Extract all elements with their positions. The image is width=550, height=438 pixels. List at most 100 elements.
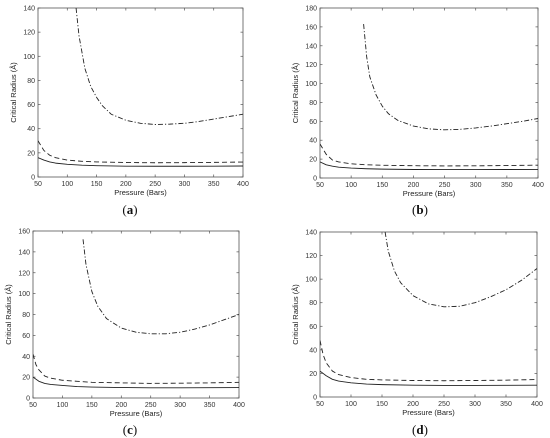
series-line-solid: [320, 370, 537, 386]
y-tick-label: 140: [18, 249, 30, 256]
x-tick-label: 50: [29, 402, 37, 409]
x-tick-label: 350: [208, 181, 220, 188]
y-tick-label: 0: [26, 396, 30, 403]
x-tick-label: 300: [470, 182, 482, 189]
y-tick-label: 0: [31, 175, 35, 182]
x-tick-label: 100: [61, 181, 73, 188]
plot-area-frame: [319, 231, 538, 398]
y-axis-label: Critical Radius (Å): [4, 284, 13, 345]
y-tick-label: 40: [309, 138, 317, 145]
x-tick-label: 300: [179, 181, 191, 188]
y-axis-label: Critical Radius (Å): [9, 62, 18, 123]
y-tick-label: 100: [305, 277, 317, 284]
y-tick-label: 160: [18, 229, 30, 236]
y-tick-label: 60: [27, 102, 35, 109]
x-tick-label: 350: [500, 401, 512, 408]
x-tick-label: 100: [345, 401, 357, 408]
x-tick-label: 150: [376, 182, 388, 189]
x-tick-label: 300: [469, 401, 481, 408]
y-tick-label: 60: [309, 324, 317, 331]
y-tick-label: 80: [27, 78, 35, 85]
x-tick-label: 300: [174, 402, 186, 409]
x-tick-label: 200: [115, 402, 127, 409]
series-line-dash-dot: [75, 8, 243, 125]
panel-caption: (d): [412, 422, 428, 437]
y-tick-label: 0: [313, 395, 317, 402]
x-tick-label: 400: [233, 402, 245, 409]
y-tick-label: 40: [309, 347, 317, 354]
x-tick-label: 50: [34, 181, 42, 188]
y-tick-label: 40: [22, 354, 30, 361]
y-tick-label: 120: [305, 253, 317, 260]
plot-area-frame: [37, 7, 244, 178]
x-tick-label: 150: [91, 181, 103, 188]
x-tick-label: 50: [316, 401, 324, 408]
x-axis-label: Pressure (Bars): [402, 408, 455, 417]
chart-panel: 50 100 150 200 250 300 350 400 0 20 40 60 80 100 120 14…: [291, 6, 544, 218]
x-tick-label: 250: [439, 182, 451, 189]
y-tick-label: 0: [313, 176, 317, 183]
series-line-dashed: [320, 340, 537, 382]
x-tick-label: 200: [407, 401, 419, 408]
x-tick-label: 400: [532, 182, 544, 189]
y-tick-label: 100: [23, 54, 35, 61]
x-tick-label: 250: [438, 401, 450, 408]
panel-caption: (a): [122, 202, 137, 217]
y-tick-label: 80: [309, 100, 317, 107]
y-tick-label: 40: [27, 126, 35, 133]
x-axis-label: Pressure (Bars): [110, 409, 163, 418]
x-tick-label: 50: [316, 182, 324, 189]
y-tick-label: 80: [22, 312, 30, 319]
y-tick-label: 60: [309, 119, 317, 126]
x-tick-label: 250: [149, 181, 161, 188]
y-axis-label: Critical Radius (Å): [291, 62, 300, 123]
plot-area-frame: [319, 7, 539, 179]
x-axis-label: Pressure (Bars): [403, 189, 456, 198]
series-line-dashed: [320, 143, 538, 167]
x-tick-label: 150: [86, 402, 98, 409]
y-tick-label: 20: [22, 375, 30, 382]
series-line-solid: [33, 376, 239, 389]
y-tick-label: 120: [305, 62, 317, 69]
y-tick-label: 20: [27, 150, 35, 157]
y-axis-label: Critical Radius (Å): [291, 284, 300, 345]
y-tick-label: 180: [305, 6, 317, 13]
series-line-dashed: [33, 354, 239, 384]
chart-panel: 50 100 150 200 250 300 350 400 0 20 40 60 80 100 120 14…: [4, 229, 245, 438]
y-tick-label: 140: [305, 230, 317, 237]
series-line-dashed: [38, 140, 243, 164]
x-tick-label: 400: [237, 181, 249, 188]
x-tick-label: 400: [531, 401, 543, 408]
y-tick-label: 80: [309, 300, 317, 307]
x-tick-label: 200: [120, 181, 132, 188]
y-tick-label: 120: [23, 30, 35, 37]
x-tick-label: 100: [345, 182, 357, 189]
y-tick-label: 120: [18, 270, 30, 277]
y-tick-label: 140: [305, 43, 317, 50]
chart-panel: 50 100 150 200 250 300 350 400 0 20 40 60 80 100 120 14…: [291, 230, 543, 438]
y-tick-label: 60: [22, 333, 30, 340]
chart-panel: 50 100 150 200 250 300 350 400 0 20 40 60 80 100 120 14…: [9, 6, 249, 218]
series-line-dash-dot: [363, 24, 538, 131]
panel-caption: (b): [412, 202, 428, 217]
y-tick-label: 100: [305, 81, 317, 88]
x-tick-label: 350: [501, 182, 513, 189]
series-line-solid: [38, 157, 243, 167]
x-tick-label: 100: [57, 402, 69, 409]
y-tick-label: 100: [18, 291, 30, 298]
series-line-solid: [320, 161, 538, 171]
panel-caption: (c): [123, 422, 137, 437]
y-tick-label: 20: [309, 157, 317, 164]
plot-area-frame: [32, 230, 240, 399]
y-tick-label: 160: [305, 24, 317, 31]
y-tick-label: 140: [23, 6, 35, 13]
x-tick-label: 250: [145, 402, 157, 409]
x-tick-label: 200: [408, 182, 420, 189]
x-tick-label: 150: [376, 401, 388, 408]
y-tick-label: 20: [309, 371, 317, 378]
series-line-dash-dot: [384, 232, 537, 308]
x-axis-label: Pressure (Bars): [114, 188, 167, 197]
series-line-dash-dot: [82, 239, 239, 335]
x-tick-label: 350: [204, 402, 216, 409]
